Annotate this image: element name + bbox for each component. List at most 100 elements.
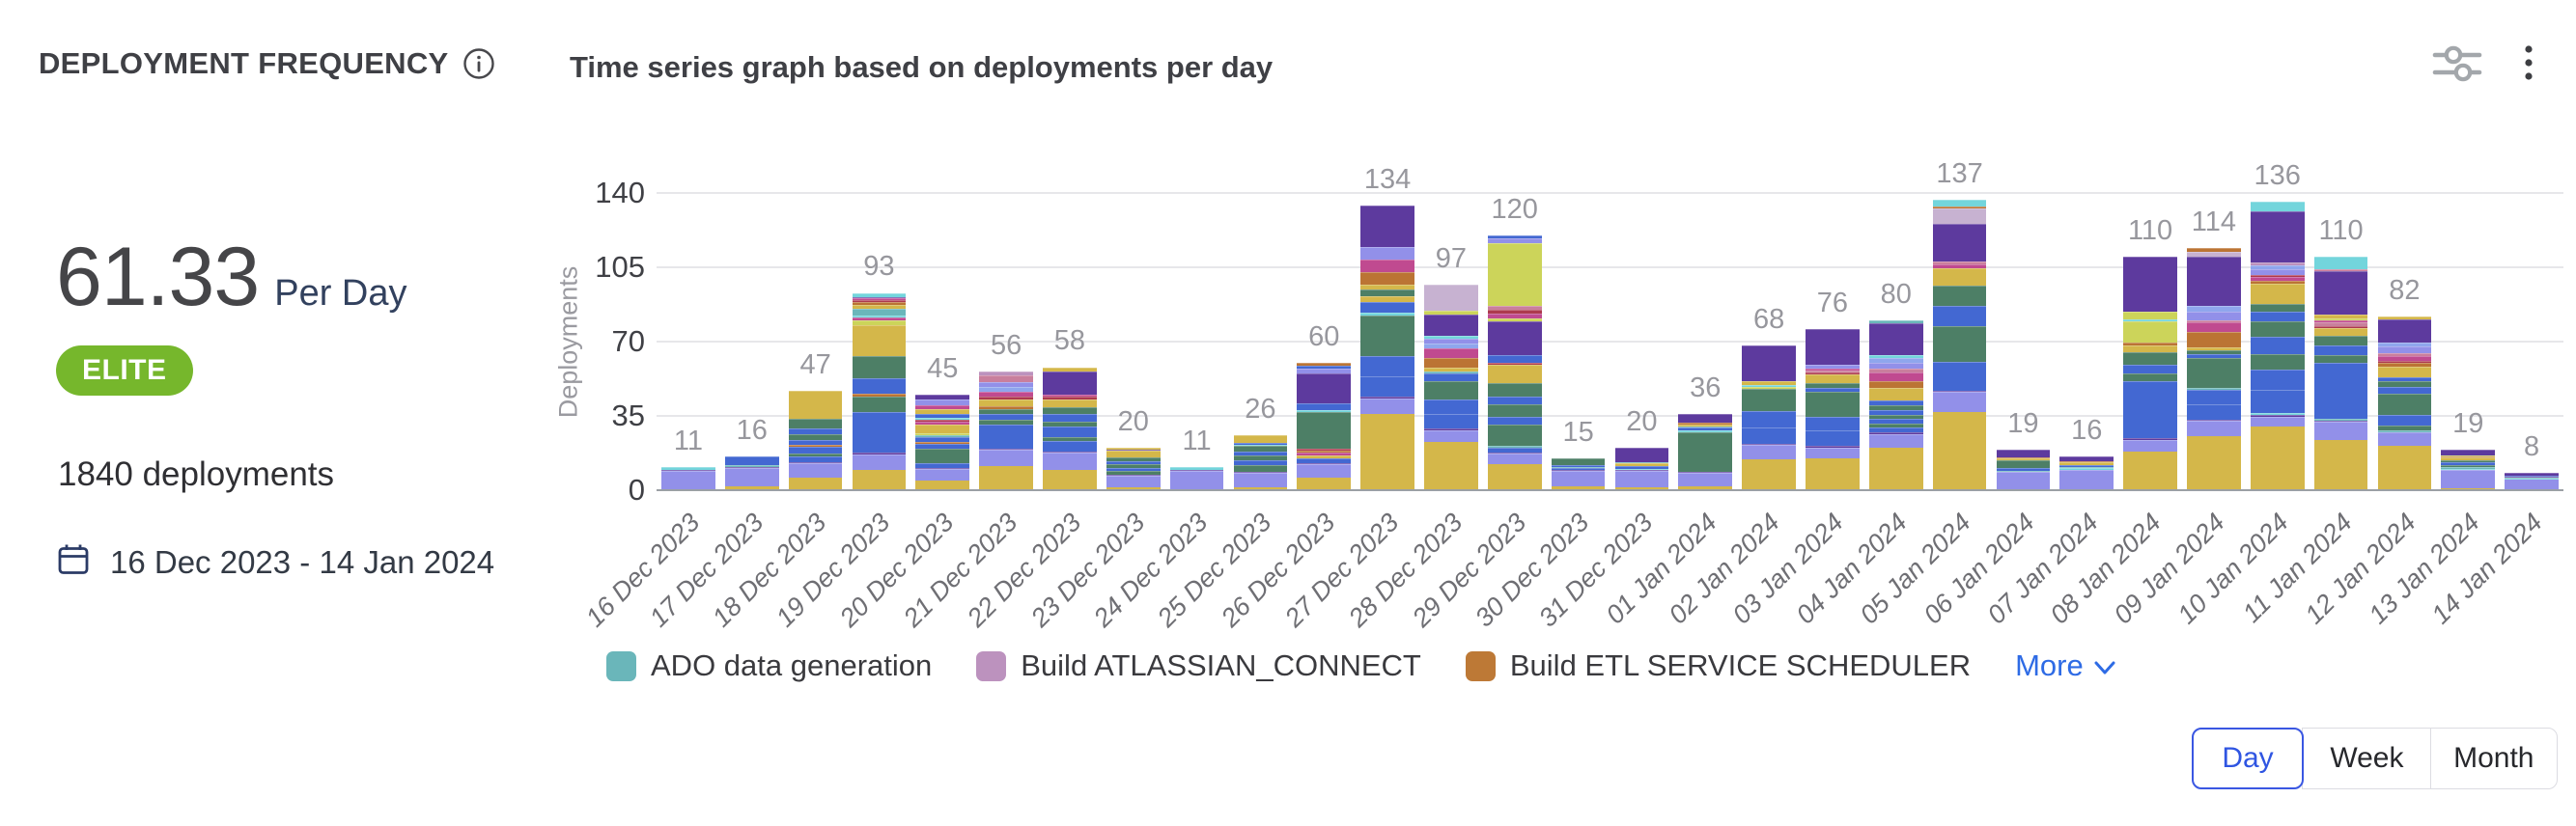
bar-31-dec-2023[interactable] (1614, 448, 1669, 490)
bar-slot: 93 (848, 193, 911, 490)
bar-segment (788, 477, 843, 490)
bar-segment (1868, 355, 1923, 358)
bar-segment (1297, 448, 1352, 451)
bar-segment (1043, 441, 1097, 452)
bar-21-dec-2023[interactable] (979, 371, 1033, 490)
bar-11-jan-2024[interactable] (2313, 257, 2368, 490)
bar-04-jan-2024[interactable] (1868, 320, 1923, 490)
bar-22-dec-2023[interactable] (1043, 367, 1097, 490)
bar-segment (915, 420, 970, 423)
bar-segment (2441, 455, 2496, 457)
bar-segment (1742, 410, 1796, 427)
bar-25-dec-2023[interactable] (1233, 434, 1288, 490)
bar-segment (661, 471, 715, 489)
info-icon[interactable] (462, 47, 495, 80)
legend-item[interactable]: Build ATLASSIAN_CONNECT (976, 648, 1421, 683)
bar-value-label: 19 (2007, 408, 2039, 440)
bar-14-jan-2024[interactable] (2505, 473, 2559, 490)
bar-segment (2441, 470, 2496, 489)
bar-30-dec-2023[interactable] (1551, 458, 1606, 490)
bar-02-jan-2024[interactable] (1742, 345, 1796, 490)
bar-segment (1297, 478, 1352, 490)
bar-segment (1868, 415, 1923, 419)
bar-20-dec-2023[interactable] (915, 395, 970, 490)
bar-slot: 58 (1038, 193, 1102, 490)
bar-segment (1043, 399, 1097, 408)
bar-value-label: 16 (2071, 414, 2103, 446)
bar-segment (2187, 252, 2241, 258)
bar-segment (1487, 243, 1542, 306)
view-option-week[interactable]: Week (2302, 728, 2432, 789)
bar-segment (1487, 362, 1542, 366)
bar-24-dec-2023[interactable] (1169, 466, 1224, 490)
legend-item[interactable]: ADO data generation (606, 648, 932, 683)
bar-10-jan-2024[interactable] (2250, 201, 2305, 490)
bar-05-jan-2024[interactable] (1932, 199, 1987, 490)
bar-segment (2123, 312, 2177, 319)
bar-segment (2377, 355, 2432, 362)
bar-segment (1932, 267, 1987, 287)
bar-slot: 76 (1801, 193, 1864, 490)
bar-19-dec-2023[interactable] (852, 292, 907, 490)
bar-segment (1678, 485, 1733, 490)
bar-segment (2505, 475, 2559, 477)
y-tick-label: 35 (611, 399, 645, 432)
bar-slot: 11 (1165, 193, 1229, 490)
bar-18-dec-2023[interactable] (788, 390, 843, 490)
bar-29-dec-2023[interactable] (1487, 235, 1542, 490)
metric: 61.33 Per Day (56, 230, 407, 325)
bar-16-dec-2023[interactable] (661, 466, 715, 490)
bar-segment (1424, 314, 1478, 337)
bar-13-jan-2024[interactable] (2441, 450, 2496, 490)
bar-value-label: 80 (1880, 279, 1912, 310)
gridline (657, 341, 2563, 343)
bar-17-dec-2023[interactable] (724, 455, 779, 490)
bar-segment (1106, 467, 1161, 471)
bar-segment (1487, 447, 1542, 454)
bar-07-jan-2024[interactable] (2059, 455, 2114, 490)
bar-segment (2187, 311, 2241, 320)
bar-segment (2313, 317, 2368, 321)
bar-23-dec-2023[interactable] (1106, 447, 1161, 490)
bar-03-jan-2024[interactable] (1806, 328, 1860, 490)
bar-value-label: 11 (1182, 425, 1212, 456)
bar-27-dec-2023[interactable] (1360, 206, 1414, 490)
bar-segment (1614, 448, 1669, 463)
bar-segment (979, 414, 1033, 420)
bar-segment (2313, 422, 2368, 440)
page-title: DEPLOYMENT FREQUENCY (39, 46, 449, 80)
bar-segment (2123, 257, 2177, 313)
bar-segment (1868, 322, 1923, 356)
bar-26-dec-2023[interactable] (1297, 363, 1352, 490)
bar-segment (1487, 425, 1542, 446)
bar-06-jan-2024[interactable] (1996, 450, 2051, 490)
view-option-day[interactable]: Day (2192, 728, 2304, 789)
bar-segment (1868, 432, 1923, 434)
kebab-menu-icon[interactable] (2518, 39, 2539, 92)
y-tick-label: 105 (595, 250, 645, 284)
bar-segment (2250, 303, 2305, 312)
legend-item[interactable]: Build ETL SERVICE SCHEDULER (1465, 648, 1971, 683)
view-option-month[interactable]: Month (2429, 728, 2558, 789)
bar-segment (2313, 322, 2368, 326)
legend-swatch (1465, 650, 1496, 681)
bar-12-jan-2024[interactable] (2377, 316, 2432, 490)
bar-segment (1678, 423, 1733, 425)
bar-01-jan-2024[interactable] (1678, 413, 1733, 490)
bar-segment (2250, 277, 2305, 282)
sliders-icon[interactable] (2425, 39, 2489, 92)
bar-segment (1233, 442, 1288, 445)
bar-slot: 110 (2118, 193, 2182, 490)
bar-segment (2123, 344, 2177, 353)
bar-segment (1806, 430, 1860, 447)
bar-08-jan-2024[interactable] (2123, 257, 2177, 490)
bar-segment (1806, 417, 1860, 431)
bar-segment (979, 449, 1033, 451)
bar-09-jan-2024[interactable] (2187, 248, 2241, 490)
bar-segment (2187, 248, 2241, 253)
bar-segment (1424, 347, 1478, 358)
bar-segment (1932, 264, 1987, 268)
bar-28-dec-2023[interactable] (1424, 284, 1478, 490)
bar-segment (1360, 246, 1414, 260)
legend-more-button[interactable]: More (2015, 648, 2116, 683)
